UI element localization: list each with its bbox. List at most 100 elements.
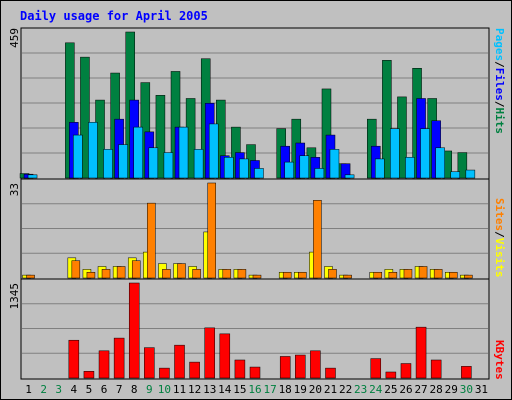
bar-pages-day-6	[103, 149, 113, 179]
bar-hits-day-25	[382, 60, 392, 179]
legend-files: Files	[493, 68, 506, 101]
bar-kbytes-day-18	[279, 356, 291, 379]
bar-kbytes-day-4	[68, 339, 80, 379]
bar-pages-day-10	[163, 152, 174, 179]
x-tick-label-14: 14	[218, 383, 232, 396]
x-tick-label-2: 2	[40, 383, 47, 396]
bar-pages-day-12	[193, 149, 204, 179]
x-tick-label-21: 21	[324, 383, 337, 396]
bar-kbytes-day-15	[234, 359, 246, 379]
x-tick-label-12: 12	[188, 383, 201, 396]
x-tick-label-19: 19	[294, 383, 307, 396]
bar-kbytes-day-19	[295, 354, 306, 379]
legend-sep: /	[493, 61, 506, 68]
bar-pages-day-29	[450, 171, 461, 179]
bar-sites-day-25	[388, 271, 398, 279]
bar-kbytes-day-9	[144, 347, 155, 379]
x-tick-label-6: 6	[101, 383, 108, 396]
x-tick-label-25: 25	[384, 383, 397, 396]
bar-pages-day-5	[88, 122, 98, 179]
panel-bottom-legend: KBytes	[493, 340, 506, 380]
bar-pages-day-25	[390, 128, 400, 179]
bar-sites-day-6	[101, 269, 111, 279]
bar-sites-day-8	[131, 260, 141, 279]
bar-kbytes-day-20	[310, 350, 321, 379]
bar-pages-day-1	[27, 174, 38, 179]
bar-sites-day-11	[177, 263, 186, 279]
bar-kbytes-day-26	[400, 363, 412, 379]
bar-kbytes-day-13	[204, 327, 215, 379]
bar-pages-day-22	[344, 174, 355, 179]
bar-pages-day-11	[178, 126, 189, 179]
x-tick-label-11: 11	[173, 383, 186, 396]
x-tick-label-31: 31	[475, 383, 488, 396]
bar-sites-day-26	[403, 269, 413, 279]
bar-kbytes-day-7	[113, 337, 125, 379]
bar-kbytes-day-6	[98, 350, 110, 379]
bar-hits-day-10	[155, 95, 166, 179]
panel-bottom-ymax-label: 1345	[8, 283, 21, 310]
bar-sites-day-24	[373, 271, 383, 279]
bar-sites-day-14	[222, 269, 232, 279]
bar-pages-day-16	[254, 168, 264, 179]
legend-kbytes: KBytes	[493, 340, 506, 380]
chart-title: Daily usage for April 2005	[20, 9, 208, 23]
bar-pages-day-28	[435, 147, 445, 179]
bar-pages-day-19	[299, 155, 310, 179]
x-tick-label-24: 24	[369, 383, 383, 396]
bar-kbytes-day-27	[415, 326, 427, 379]
bar-kbytes-day-28	[430, 359, 442, 379]
bar-hits-day-5	[80, 56, 90, 179]
bar-kbytes-day-10	[159, 367, 170, 379]
legend-sep: /	[493, 101, 506, 108]
x-tick-label-18: 18	[279, 383, 292, 396]
bar-pages-day-18	[284, 161, 294, 179]
x-tick-label-1: 1	[25, 383, 32, 396]
bar-sites-day-29	[449, 271, 458, 279]
bar-sites-day-7	[116, 266, 126, 279]
legend-visits: Visits	[493, 238, 506, 278]
x-tick-label-10: 10	[158, 383, 171, 396]
bar-pages-day-8	[133, 126, 143, 179]
bar-kbytes-day-30	[461, 366, 472, 379]
x-tick-label-8: 8	[131, 383, 138, 396]
x-tick-label-22: 22	[339, 383, 352, 396]
bar-sites-day-22	[343, 274, 352, 279]
legend-sep: /	[493, 231, 506, 238]
bar-pages-day-21	[329, 149, 340, 179]
x-tick-label-5: 5	[86, 383, 93, 396]
bar-pages-day-26	[405, 157, 415, 179]
x-tick-label-27: 27	[414, 383, 427, 396]
x-tick-label-4: 4	[71, 383, 78, 396]
bar-kbytes-day-25	[385, 371, 397, 379]
bar-pages-day-9	[148, 147, 159, 179]
panel-top-legend: Pages/Files/Hits	[493, 28, 506, 134]
x-tick-label-17: 17	[263, 383, 276, 396]
bar-sites-day-10	[162, 269, 171, 279]
x-tick-label-30: 30	[460, 383, 473, 396]
bar-pages-day-15	[239, 158, 249, 179]
x-tick-label-9: 9	[146, 383, 153, 396]
bar-sites-day-1	[26, 274, 35, 279]
bars	[19, 31, 476, 379]
bar-kbytes-day-16	[249, 366, 261, 379]
x-tick-label-13: 13	[203, 383, 216, 396]
bar-sites-day-20	[313, 200, 322, 279]
bar-sites-day-12	[192, 269, 201, 279]
legend-pages: Pages	[493, 28, 506, 61]
bar-pages-day-13	[208, 123, 219, 179]
bar-pages-day-24	[375, 158, 385, 179]
bar-pages-day-14	[224, 157, 234, 179]
bar-kbytes-day-12	[189, 361, 200, 379]
bar-sites-day-21	[328, 269, 337, 279]
bar-kbytes-day-21	[325, 367, 336, 379]
bar-kbytes-day-5	[83, 371, 95, 379]
x-tick-label-26: 26	[399, 383, 412, 396]
bar-sites-day-13	[207, 182, 216, 279]
bar-sites-day-28	[433, 269, 443, 279]
panel-middle-ymax-label: 33	[8, 183, 21, 196]
bar-pages-day-4	[73, 134, 83, 179]
x-tick-label-23: 23	[354, 383, 367, 396]
x-tick-labels: 1 2 3 4 5 6 7 8 9 10 11 12 13 14 15 16 17 18 19 20 21 22 23 24 2…	[25, 383, 488, 396]
